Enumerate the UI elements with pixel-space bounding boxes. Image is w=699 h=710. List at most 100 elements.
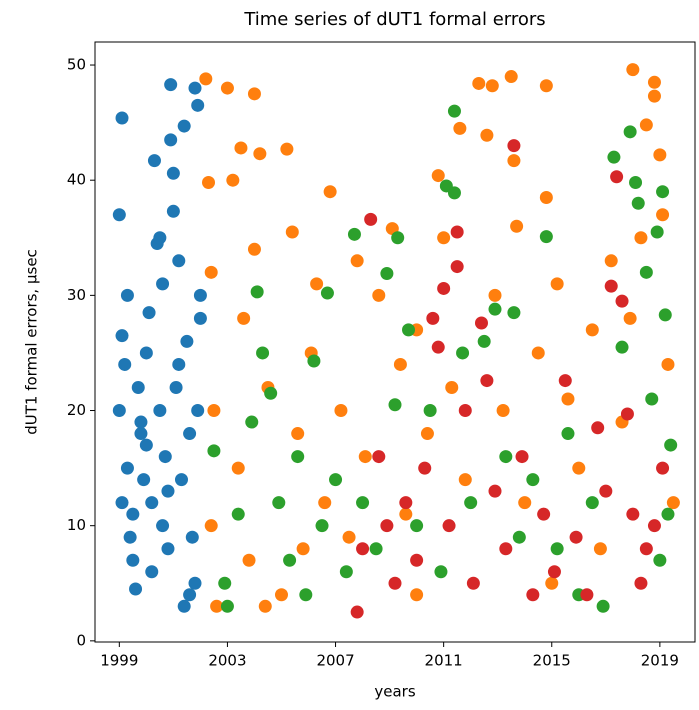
point: [318, 496, 332, 510]
point: [339, 565, 353, 579]
x-tick-label: 2007: [316, 652, 354, 670]
point: [299, 588, 313, 602]
point: [264, 386, 278, 400]
point: [199, 72, 213, 86]
point: [172, 357, 186, 371]
point: [647, 75, 661, 89]
point: [399, 507, 413, 521]
point: [120, 288, 134, 302]
point: [453, 121, 467, 135]
point: [183, 588, 197, 602]
point: [450, 225, 464, 239]
x-tick-label: 2019: [641, 652, 679, 670]
point: [147, 154, 161, 168]
point: [274, 588, 288, 602]
point: [115, 496, 129, 510]
point: [664, 438, 678, 452]
point: [250, 285, 264, 299]
point: [164, 78, 178, 92]
point: [158, 450, 172, 464]
point: [515, 450, 529, 464]
point: [115, 329, 129, 343]
point: [647, 89, 661, 103]
point: [593, 542, 607, 556]
point: [123, 530, 137, 544]
point: [661, 507, 675, 521]
point: [639, 542, 653, 556]
y-tick-label: 30: [67, 286, 86, 304]
y-tick-label: 20: [67, 401, 86, 419]
point: [512, 530, 526, 544]
point: [402, 323, 416, 337]
point: [139, 438, 153, 452]
point: [488, 288, 502, 302]
point: [191, 404, 205, 418]
point: [204, 265, 218, 279]
point: [531, 346, 545, 360]
point: [647, 519, 661, 533]
point: [410, 519, 424, 533]
point: [129, 582, 143, 596]
point: [356, 496, 370, 510]
y-tick-label: 0: [76, 631, 86, 649]
point: [474, 316, 488, 330]
point: [418, 461, 432, 475]
point: [585, 323, 599, 337]
point: [180, 334, 194, 348]
point: [350, 605, 364, 619]
point: [350, 254, 364, 268]
point: [666, 496, 680, 510]
point: [256, 346, 270, 360]
point: [472, 76, 486, 90]
point: [369, 542, 383, 556]
point: [118, 357, 132, 371]
point: [620, 407, 634, 421]
point: [134, 415, 148, 429]
point: [626, 507, 640, 521]
point: [169, 380, 183, 394]
point: [204, 519, 218, 533]
point: [399, 496, 413, 510]
point: [537, 507, 551, 521]
point: [247, 87, 261, 101]
point: [126, 507, 140, 521]
point: [134, 427, 148, 441]
point: [207, 444, 221, 458]
point: [539, 79, 553, 93]
point: [420, 427, 434, 441]
point: [437, 231, 451, 245]
point: [393, 357, 407, 371]
point: [153, 231, 167, 245]
point: [334, 404, 348, 418]
point: [364, 212, 378, 226]
point: [650, 225, 664, 239]
point: [547, 565, 561, 579]
plot-frame: [94, 41, 696, 643]
plot-area: [112, 63, 680, 619]
point: [496, 404, 510, 418]
point: [145, 496, 159, 510]
point: [615, 340, 629, 354]
point: [634, 231, 648, 245]
point: [623, 311, 637, 325]
point: [653, 148, 667, 162]
point: [356, 542, 370, 556]
point: [653, 553, 667, 567]
point: [634, 576, 648, 590]
point: [156, 519, 170, 533]
point: [191, 98, 205, 112]
point: [447, 104, 461, 118]
point: [639, 118, 653, 132]
point: [372, 450, 386, 464]
point: [434, 565, 448, 579]
point: [656, 208, 670, 222]
point: [661, 357, 675, 371]
point: [380, 519, 394, 533]
point: [504, 70, 518, 84]
point: [623, 125, 637, 139]
point: [388, 398, 402, 412]
point: [202, 175, 216, 189]
point: [626, 63, 640, 77]
point: [561, 392, 575, 406]
point: [464, 496, 478, 510]
